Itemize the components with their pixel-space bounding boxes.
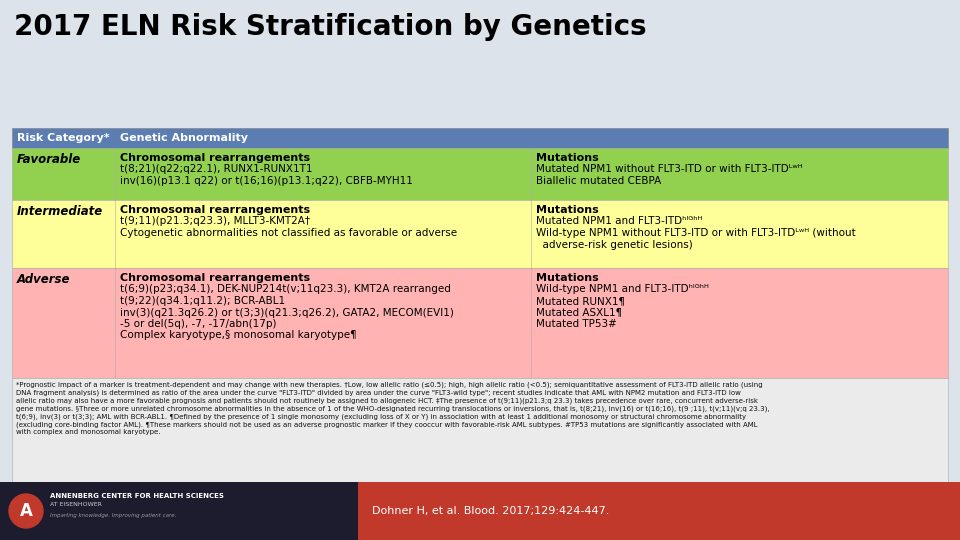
Bar: [12, 128, 948, 148]
Text: 2017 ELN Risk Stratification by Genetics: 2017 ELN Risk Stratification by Genetics: [14, 13, 647, 41]
Text: t(6;9), inv(3) or t(3;3); AML with BCR-ABL1. ¶Defined by the presence of 1 singl: t(6;9), inv(3) or t(3;3); AML with BCR-A…: [16, 413, 746, 420]
Text: Favorable: Favorable: [17, 153, 82, 166]
Text: with complex and monosomal karyotype.: with complex and monosomal karyotype.: [16, 429, 160, 435]
Text: (excluding core-binding factor AML). ¶These markers should not be used as an adv: (excluding core-binding factor AML). ¶Th…: [16, 421, 757, 428]
Text: inv(3)(q21.3q26.2) or t(3;3)(q21.3;q26.2), GATA2, MECOM(EVI1): inv(3)(q21.3q26.2) or t(3;3)(q21.3;q26.2…: [120, 307, 454, 318]
Text: Mutations: Mutations: [536, 153, 599, 163]
Text: Mutations: Mutations: [536, 205, 599, 215]
Bar: [12, 378, 948, 482]
Text: gene mutations. §Three or more unrelated chromosome abnormalities in the absence: gene mutations. §Three or more unrelated…: [16, 405, 770, 411]
Text: Mutated NPM1 and FLT3-ITDʰᴵᴳʰᴴ: Mutated NPM1 and FLT3-ITDʰᴵᴳʰᴴ: [536, 217, 703, 226]
Text: Biallelic mutated CEBPA: Biallelic mutated CEBPA: [536, 176, 661, 186]
Text: adverse-risk genetic lesions): adverse-risk genetic lesions): [536, 240, 693, 249]
Text: Wild-type NPM1 without FLT3-ITD or with FLT3-ITDᴸʷᴴ (without: Wild-type NPM1 without FLT3-ITD or with …: [536, 228, 855, 238]
Text: Chromosomal rearrangements: Chromosomal rearrangements: [120, 153, 310, 163]
Bar: [12, 148, 948, 200]
Text: Imparting knowledge. Improving patient care.: Imparting knowledge. Improving patient c…: [50, 512, 177, 517]
Circle shape: [9, 494, 43, 528]
Text: allelic ratio may also have a more favorable prognosis and patients should not r: allelic ratio may also have a more favor…: [16, 397, 758, 403]
Text: DNA fragment analysis) is determined as ratio of the area under the curve "FLT3-: DNA fragment analysis) is determined as …: [16, 389, 741, 395]
Text: Mutated RUNX1¶: Mutated RUNX1¶: [536, 296, 625, 306]
Text: Mutated ASXL1¶: Mutated ASXL1¶: [536, 307, 622, 318]
Text: t(9;22)(q34.1;q11.2); BCR-ABL1: t(9;22)(q34.1;q11.2); BCR-ABL1: [120, 296, 285, 306]
Bar: [12, 268, 948, 378]
Text: t(9;11)(p21.3;q23.3), MLLT3-KMT2A†: t(9;11)(p21.3;q23.3), MLLT3-KMT2A†: [120, 217, 310, 226]
Text: Adverse: Adverse: [17, 273, 70, 286]
Text: Chromosomal rearrangements: Chromosomal rearrangements: [120, 273, 310, 283]
Text: inv(16)(p13.1 q22) or t(16;16)(p13.1;q22), CBFB-MYH11: inv(16)(p13.1 q22) or t(16;16)(p13.1;q22…: [120, 176, 413, 186]
Text: Risk Category*: Risk Category*: [17, 133, 109, 143]
Text: Complex karyotype,§ monosomal karyotype¶: Complex karyotype,§ monosomal karyotype¶: [120, 330, 356, 341]
Text: t(6;9)(p23;q34.1), DEK-NUP214t(v;11q23.3), KMT2A rearranged: t(6;9)(p23;q34.1), DEK-NUP214t(v;11q23.3…: [120, 285, 451, 294]
Text: A: A: [19, 502, 33, 520]
Text: Cytogenetic abnormalities not classified as favorable or adverse: Cytogenetic abnormalities not classified…: [120, 228, 457, 238]
Text: AT EISENHOWER: AT EISENHOWER: [50, 503, 102, 508]
Text: *Prognostic impact of a marker is treatment-dependent and may change with new th: *Prognostic impact of a marker is treatm…: [16, 381, 762, 388]
Text: Mutated TP53#: Mutated TP53#: [536, 319, 617, 329]
Text: Dohner H, et al. Blood. 2017;129:424-447.: Dohner H, et al. Blood. 2017;129:424-447…: [372, 506, 610, 516]
Text: Chromosomal rearrangements: Chromosomal rearrangements: [120, 205, 310, 215]
Text: ANNENBERG CENTER FOR HEALTH SCIENCES: ANNENBERG CENTER FOR HEALTH SCIENCES: [50, 493, 224, 499]
Text: Wild-type NPM1 and FLT3-ITDʰᴵᴳʰᴴ: Wild-type NPM1 and FLT3-ITDʰᴵᴳʰᴴ: [536, 285, 708, 294]
Text: Mutations: Mutations: [536, 273, 599, 283]
Bar: [12, 200, 948, 268]
Text: Genetic Abnormality: Genetic Abnormality: [120, 133, 248, 143]
Text: -5 or del(5q), -7, -17/abn(17p): -5 or del(5q), -7, -17/abn(17p): [120, 319, 276, 329]
Bar: [358, 482, 960, 540]
Text: t(8;21)(q22;q22.1), RUNX1-RUNX1T1: t(8;21)(q22;q22.1), RUNX1-RUNX1T1: [120, 165, 313, 174]
Text: Mutated NPM1 without FLT3-ITD or with FLT3-ITDᴸʷᴴ: Mutated NPM1 without FLT3-ITD or with FL…: [536, 165, 803, 174]
Text: Intermediate: Intermediate: [17, 205, 104, 218]
Bar: [0, 482, 358, 540]
